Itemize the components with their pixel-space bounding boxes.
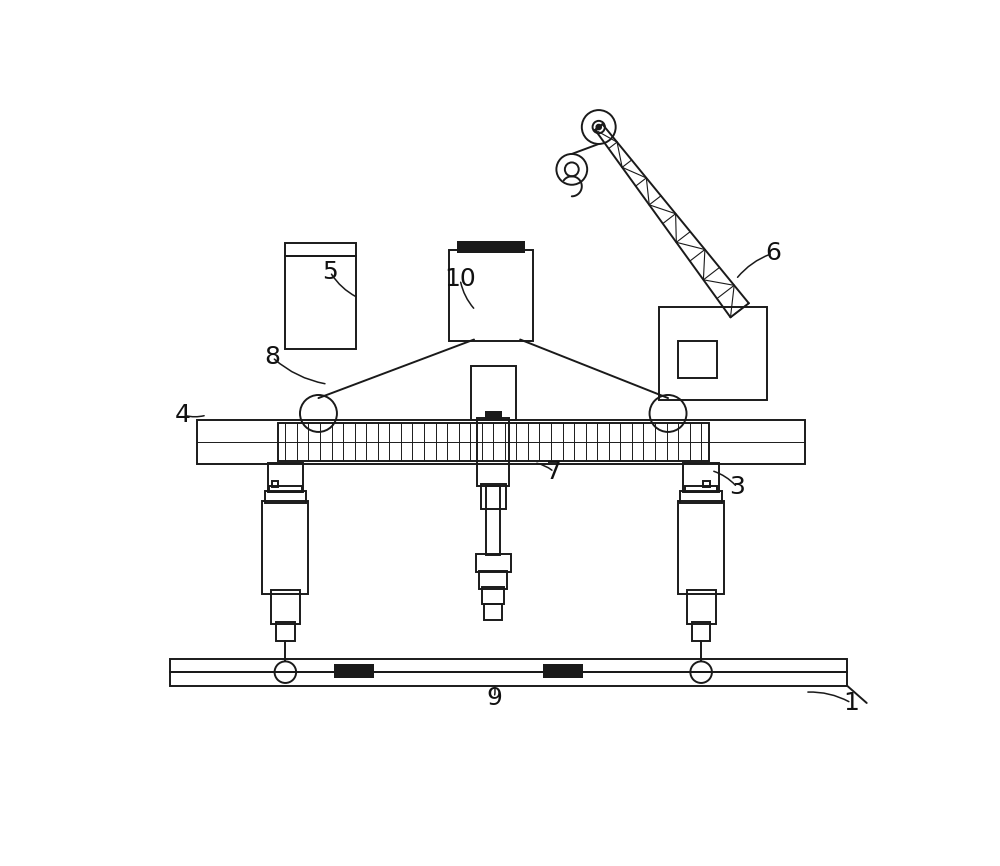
Bar bbox=[680, 491, 722, 503]
Bar bbox=[170, 659, 847, 672]
Bar bbox=[678, 501, 724, 593]
Bar bbox=[484, 604, 502, 620]
Bar bbox=[692, 622, 710, 642]
Bar bbox=[272, 481, 278, 488]
Text: 9: 9 bbox=[486, 686, 502, 709]
Bar bbox=[197, 420, 805, 464]
Bar bbox=[271, 590, 300, 624]
Bar bbox=[486, 486, 500, 555]
Text: 7: 7 bbox=[546, 460, 562, 484]
Text: 4: 4 bbox=[175, 403, 191, 427]
Bar bbox=[683, 462, 719, 492]
Bar bbox=[170, 672, 847, 686]
Text: 3: 3 bbox=[729, 475, 745, 500]
Bar bbox=[543, 664, 583, 678]
Bar bbox=[276, 622, 295, 642]
Bar bbox=[485, 411, 502, 420]
Bar bbox=[269, 486, 302, 492]
Bar bbox=[268, 462, 303, 492]
Bar bbox=[476, 553, 511, 572]
Bar bbox=[659, 307, 767, 399]
Bar bbox=[262, 501, 308, 593]
Bar bbox=[703, 481, 710, 488]
Text: 1: 1 bbox=[843, 691, 859, 715]
Bar bbox=[481, 484, 506, 509]
Text: 6: 6 bbox=[765, 242, 781, 265]
Bar bbox=[482, 587, 504, 604]
Bar bbox=[265, 491, 306, 503]
Bar bbox=[477, 418, 509, 486]
Bar bbox=[678, 341, 717, 378]
Bar bbox=[278, 423, 709, 462]
Text: 10: 10 bbox=[444, 268, 476, 292]
Text: 5: 5 bbox=[322, 260, 338, 284]
Circle shape bbox=[596, 125, 601, 129]
Bar bbox=[457, 241, 525, 253]
Bar bbox=[285, 242, 356, 256]
Bar bbox=[285, 256, 356, 349]
Bar bbox=[685, 486, 717, 492]
Bar bbox=[687, 590, 716, 624]
Text: 8: 8 bbox=[264, 346, 280, 369]
Bar bbox=[449, 250, 533, 341]
Bar bbox=[334, 664, 374, 678]
Bar bbox=[479, 571, 507, 589]
Bar bbox=[471, 365, 516, 420]
